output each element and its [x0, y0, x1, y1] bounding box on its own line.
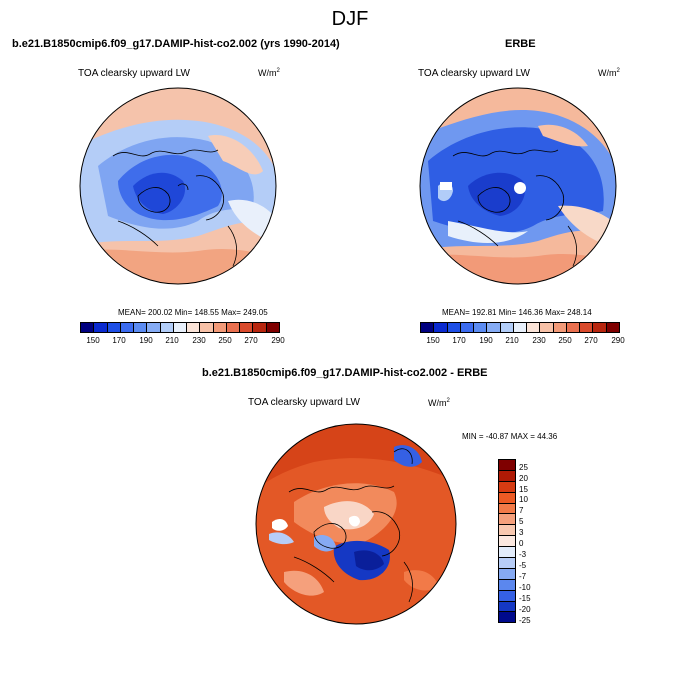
model-variable-label: TOA clearsky upward LW [78, 68, 190, 79]
obs-variable-label: TOA clearsky upward LW [418, 68, 530, 79]
diff-colorbar [498, 459, 516, 624]
obs-tick: 150 [426, 336, 440, 345]
diff-colorbar-ticks: 25 20 15 10 7 5 3 0 -3 -5 -7 -10 -15 -20… [519, 459, 549, 625]
diff-tick: -25 [519, 616, 531, 625]
obs-panel-header: ERBE [505, 38, 536, 50]
diff-units-label: W/m2 [428, 398, 450, 408]
diff-tick: 20 [519, 474, 528, 483]
page-title: DJF [331, 8, 369, 30]
model-tick: 290 [271, 336, 285, 345]
diff-tick: 5 [519, 517, 524, 526]
model-tick: 150 [86, 336, 100, 345]
diff-polar-map [255, 423, 457, 625]
diff-tick: 0 [519, 539, 524, 548]
diff-tick: -3 [519, 550, 527, 559]
diff-stats: MIN = -40.87 MAX = 44.36 [462, 432, 558, 441]
diff-tick: 10 [519, 495, 528, 504]
diff-variable-label: TOA clearsky upward LW [248, 397, 360, 408]
diff-panel-header: b.e21.B1850cmip6.f09_g17.DAMIP-hist-co2.… [202, 367, 488, 379]
model-tick: 230 [192, 336, 206, 345]
model-tick: 170 [112, 336, 126, 345]
diff-tick: 7 [519, 506, 524, 515]
model-polar-map [79, 87, 277, 285]
model-panel-header: b.e21.B1850cmip6.f09_g17.DAMIP-hist-co2.… [12, 38, 340, 50]
model-tick: 270 [244, 336, 258, 345]
diff-tick: -7 [519, 572, 527, 581]
model-units-label: W/m2 [258, 68, 280, 78]
obs-stats: MEAN= 192.81 Min= 146.36 Max= 248.14 [442, 308, 592, 317]
obs-tick: 250 [558, 336, 572, 345]
model-stats: MEAN= 200.02 Min= 148.55 Max= 249.05 [118, 308, 268, 317]
model-colorbar [80, 322, 280, 333]
obs-colorbar-ticks: 150 170 190 210 230 250 270 290 [420, 336, 624, 348]
obs-tick: 270 [584, 336, 598, 345]
obs-tick: 170 [452, 336, 466, 345]
model-tick: 190 [139, 336, 153, 345]
obs-polar-map [419, 87, 617, 285]
obs-tick: 290 [611, 336, 625, 345]
obs-tick: 210 [505, 336, 519, 345]
diff-tick: -5 [519, 561, 527, 570]
obs-tick: 190 [479, 336, 493, 345]
diff-tick: 3 [519, 528, 524, 537]
obs-units-label: W/m2 [598, 68, 620, 78]
diff-tick: -10 [519, 583, 531, 592]
model-colorbar-ticks: 150 170 190 210 230 250 270 290 [80, 336, 284, 348]
obs-tick: 230 [532, 336, 546, 345]
diff-tick: -15 [519, 594, 531, 603]
diff-tick: -20 [519, 605, 531, 614]
model-tick: 250 [218, 336, 232, 345]
obs-colorbar [420, 322, 620, 333]
diff-tick: 15 [519, 485, 528, 494]
diff-tick: 25 [519, 463, 528, 472]
model-tick: 210 [165, 336, 179, 345]
